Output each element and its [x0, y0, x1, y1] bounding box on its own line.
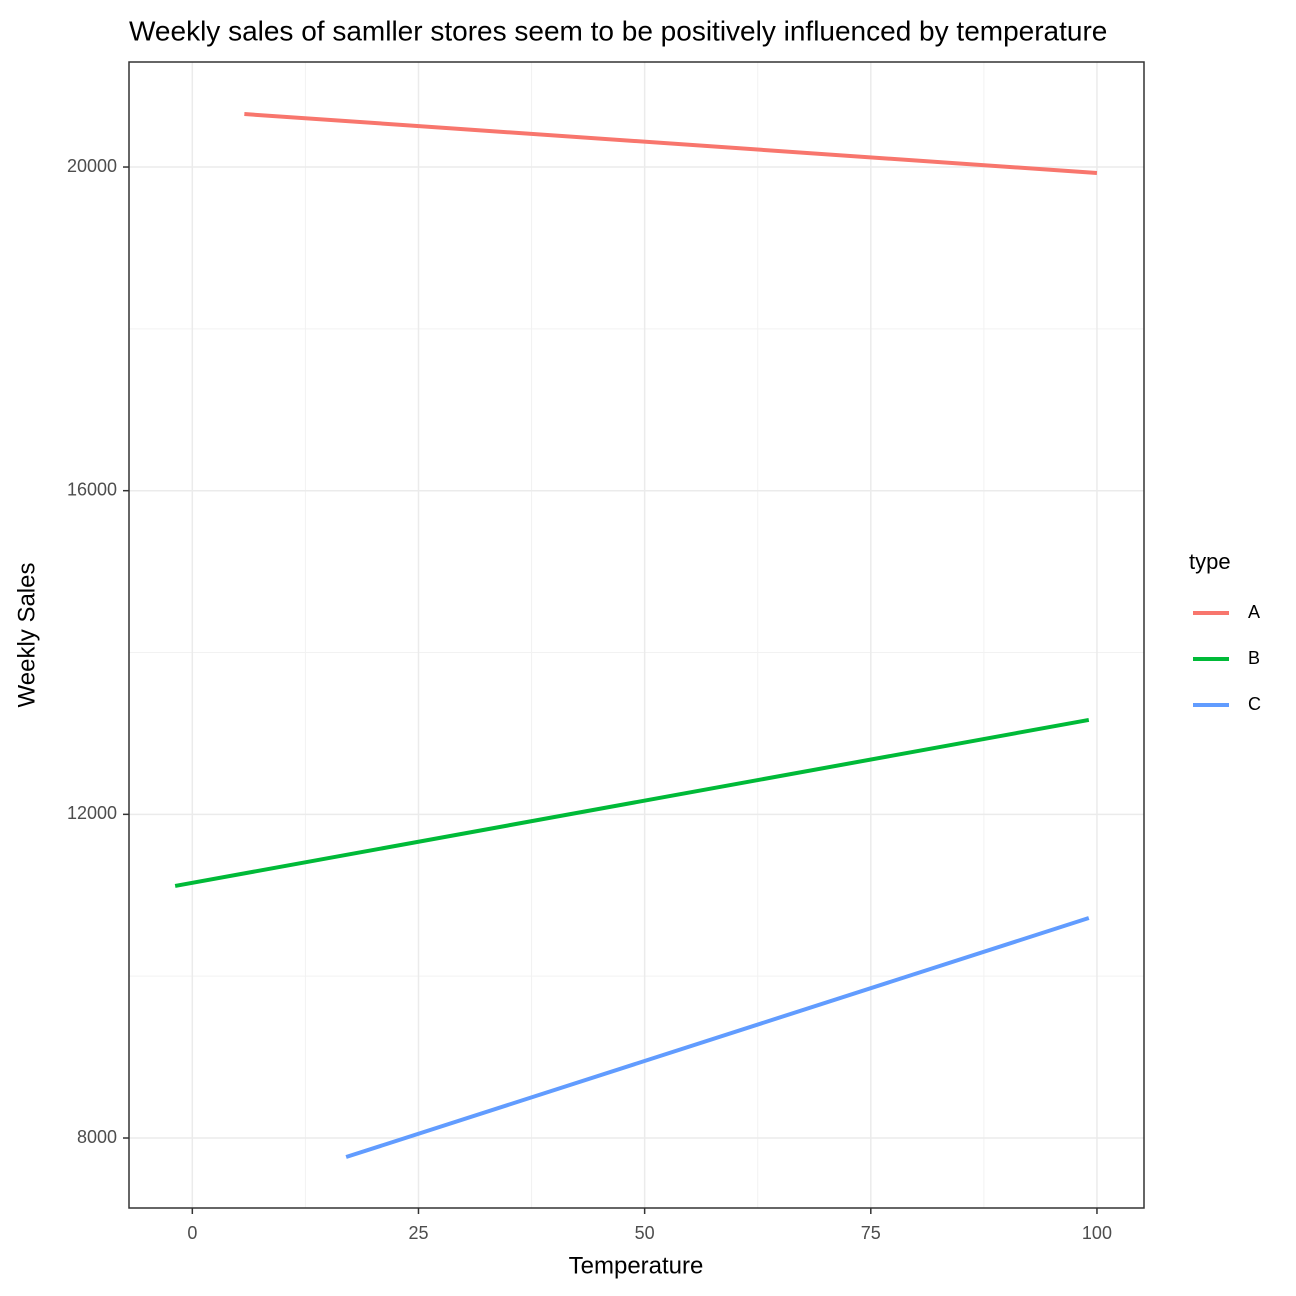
series-line — [345, 916, 1090, 1159]
x-tick-label: 50 — [635, 1223, 655, 1243]
y-tick-label: 20000 — [67, 156, 117, 176]
legend-title: type — [1189, 549, 1231, 574]
x-tick-label: 100 — [1082, 1223, 1112, 1243]
x-axis-title: Temperature — [569, 1252, 704, 1279]
y-tick-label: 8000 — [77, 1127, 117, 1147]
x-tick-label: 25 — [408, 1223, 428, 1243]
series-line — [174, 717, 1090, 888]
y-tick-label: 16000 — [67, 479, 117, 499]
panel-border — [128, 61, 1145, 1209]
legend-label: B — [1248, 648, 1260, 668]
y-tick-label: 12000 — [67, 803, 117, 823]
y-axis-title: Weekly Sales — [13, 563, 40, 708]
series-line — [244, 112, 1098, 176]
x-tick-label: 0 — [187, 1223, 197, 1243]
chart-title: Weekly sales of samller stores seem to b… — [129, 15, 1107, 46]
legend-label: C — [1248, 694, 1261, 714]
legend-label: A — [1248, 602, 1260, 622]
x-tick-label: 75 — [861, 1223, 881, 1243]
